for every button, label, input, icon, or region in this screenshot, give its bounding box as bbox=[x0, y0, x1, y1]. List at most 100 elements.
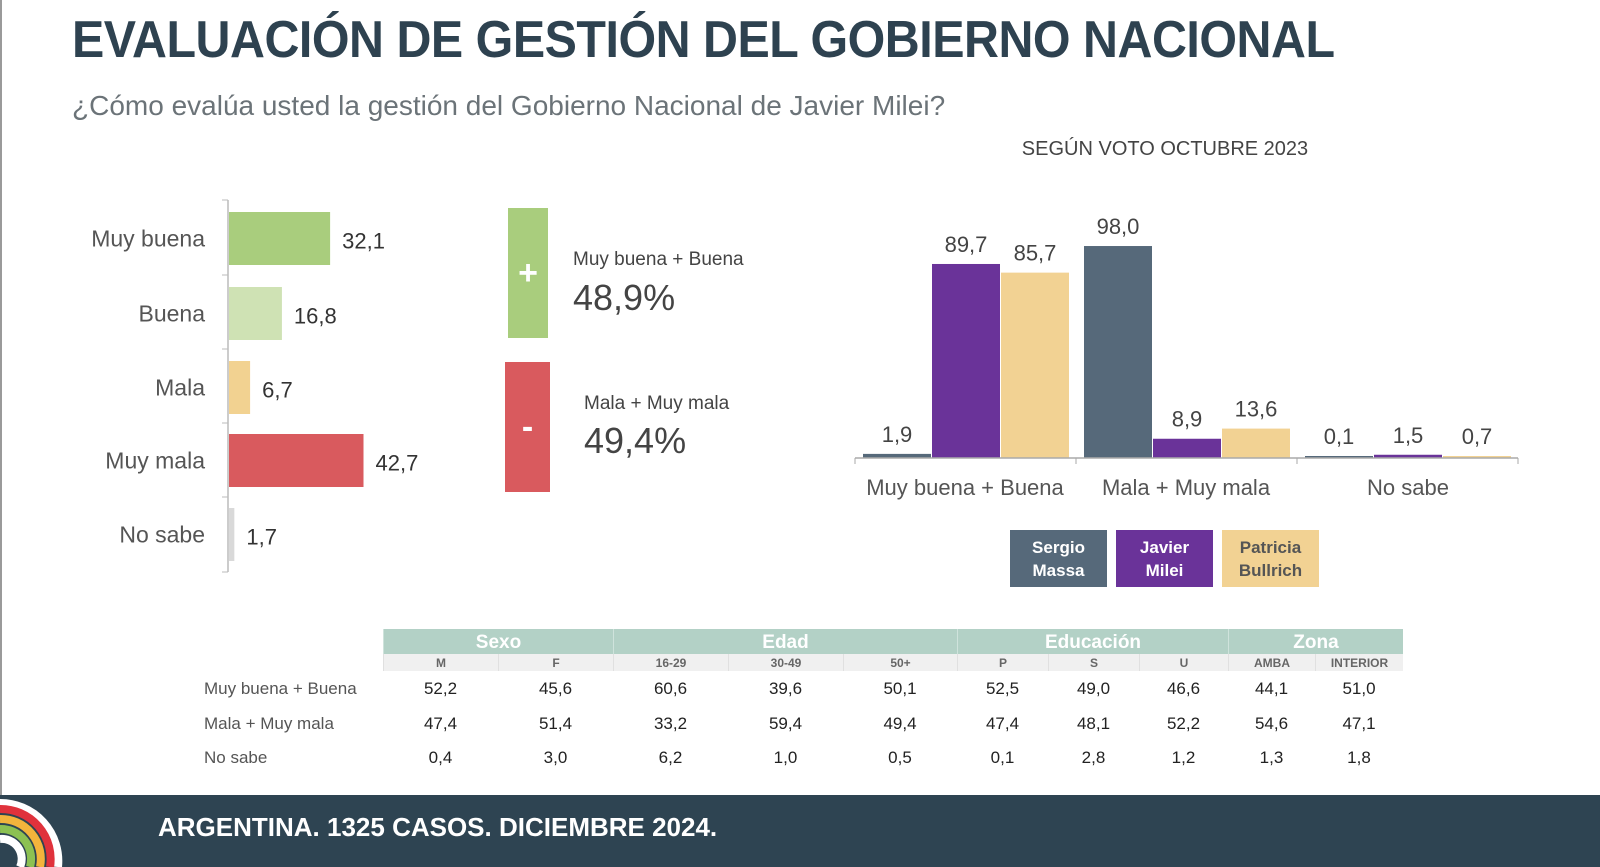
category-label: Muy buena + Buena bbox=[866, 475, 1064, 500]
legend-bullrich: Patricia Bullrich bbox=[1222, 530, 1319, 587]
legend-milei: Javier Milei bbox=[1116, 530, 1213, 587]
vote-bar-chart: 1,9 98,0 0,1 89,7 8,9 1,5 85,7 13,6 0,7 Muy buena… bbox=[854, 214, 1519, 500]
table-cell: 0,4 bbox=[428, 748, 453, 767]
page-subtitle: ¿Cómo evalúa usted la gestión del Gobier… bbox=[72, 90, 946, 121]
table-cell: 47,4 bbox=[423, 714, 458, 733]
table-cell: 1,0 bbox=[773, 748, 798, 767]
column-header: F bbox=[498, 654, 613, 671]
table-cell: 45,6 bbox=[538, 679, 573, 698]
data-label: 0,1 bbox=[1324, 424, 1355, 449]
table-cell: 44,1 bbox=[1254, 679, 1289, 698]
data-label: 1,9 bbox=[882, 422, 913, 447]
column-header: S bbox=[1048, 654, 1139, 671]
plus-icon: + bbox=[508, 208, 548, 338]
bar-massa-2 bbox=[1305, 456, 1373, 458]
table-cell: 50,1 bbox=[883, 679, 917, 698]
bar-muy-buena bbox=[229, 212, 331, 265]
table-cell: 52,2 bbox=[423, 679, 458, 698]
bar-mala bbox=[229, 361, 251, 414]
bar-bullrich-2 bbox=[1443, 456, 1511, 458]
table-cell: 52,2 bbox=[1166, 714, 1201, 733]
category-label: Buena bbox=[138, 301, 205, 327]
table-cell: 1,2 bbox=[1171, 748, 1196, 767]
page-border bbox=[0, 0, 2, 867]
bar-bullrich-1 bbox=[1222, 428, 1290, 458]
bar-buena bbox=[229, 287, 282, 340]
table-cell: 39,6 bbox=[768, 679, 803, 698]
table-cell: 46,6 bbox=[1166, 679, 1201, 698]
positive-label: Muy buena + Buena bbox=[573, 249, 744, 270]
bar-massa-1 bbox=[1084, 246, 1152, 458]
page-title: EVALUACIÓN DE GESTIÓN DEL GOBIERNO NACIO… bbox=[72, 11, 1335, 69]
data-label: 13,6 bbox=[1235, 397, 1278, 422]
positive-value: 48,9% bbox=[573, 277, 676, 318]
table-cell: 1,3 bbox=[1259, 748, 1284, 767]
footer-bar bbox=[0, 795, 1600, 867]
table-cell: 48,1 bbox=[1076, 714, 1111, 733]
table-cell: 60,6 bbox=[653, 679, 688, 698]
category-label: Mala + Muy mala bbox=[1102, 475, 1271, 500]
row-label: Mala + Muy mala bbox=[204, 714, 334, 733]
bar-milei-0 bbox=[932, 263, 1000, 458]
negative-label: Mala + Muy mala bbox=[584, 393, 730, 414]
column-header: 50+ bbox=[843, 654, 957, 671]
data-label: 42,7 bbox=[376, 451, 419, 476]
row-label: No sabe bbox=[204, 748, 268, 767]
bar-bullrich-0 bbox=[1001, 272, 1069, 458]
bar-muy-mala bbox=[229, 434, 364, 487]
bar-massa-0 bbox=[863, 453, 931, 458]
category-label: No sabe bbox=[119, 522, 205, 548]
column-header: 30-49 bbox=[728, 654, 843, 671]
data-label: 1,5 bbox=[1393, 423, 1424, 448]
column-header: M bbox=[383, 654, 498, 671]
data-label: 0,7 bbox=[1462, 424, 1493, 449]
table-cell: 54,6 bbox=[1254, 714, 1289, 733]
data-label: 89,7 bbox=[945, 232, 988, 257]
category-label: Mala bbox=[155, 375, 205, 401]
table-cell: 2,8 bbox=[1081, 748, 1106, 767]
table-cell: 3,0 bbox=[543, 748, 568, 767]
table-cell: 0,1 bbox=[990, 748, 1015, 767]
data-label: 8,9 bbox=[1172, 407, 1203, 432]
table-cell: 51,0 bbox=[1342, 679, 1376, 698]
row-label: Muy buena + Buena bbox=[204, 679, 357, 698]
bar-no-sabe bbox=[229, 508, 235, 561]
data-label: 16,8 bbox=[294, 304, 337, 329]
table-cell: 6,2 bbox=[658, 748, 683, 767]
table-cell: 33,2 bbox=[653, 714, 688, 733]
bar-milei-2 bbox=[1374, 454, 1442, 458]
table-cell: 47,1 bbox=[1342, 714, 1376, 733]
data-label: 98,0 bbox=[1097, 214, 1140, 239]
rainbow-logo-icon bbox=[0, 798, 63, 867]
column-header: 16-29 bbox=[613, 654, 728, 671]
bar-milei-1 bbox=[1153, 438, 1221, 458]
table-cell: 51,4 bbox=[538, 714, 573, 733]
table-cell: 52,5 bbox=[985, 679, 1020, 698]
category-label: Muy buena bbox=[91, 226, 205, 252]
legend-massa: Sergio Massa bbox=[1010, 530, 1107, 587]
table-cell: 47,4 bbox=[985, 714, 1020, 733]
group-header: Edad bbox=[613, 629, 957, 654]
data-label: 1,7 bbox=[246, 525, 277, 550]
table-cell: 49,4 bbox=[883, 714, 917, 733]
table-cell: 0,5 bbox=[888, 748, 912, 767]
column-header: U bbox=[1139, 654, 1228, 671]
group-header: Zona bbox=[1228, 629, 1403, 654]
column-header: INTERIOR bbox=[1315, 654, 1403, 671]
footer-text: ARGENTINA. 1325 CASOS. DICIEMBRE 2024. bbox=[158, 812, 718, 842]
table-cell: 1,8 bbox=[1347, 748, 1371, 767]
minus-icon: - bbox=[505, 362, 550, 492]
group-header: Educación bbox=[957, 629, 1228, 654]
table-cell: 59,4 bbox=[768, 714, 803, 733]
data-label: 32,1 bbox=[342, 229, 385, 254]
category-label: No sabe bbox=[1367, 475, 1449, 500]
vote-chart-title: SEGÚN VOTO OCTUBRE 2023 bbox=[1021, 138, 1309, 160]
group-header: Sexo bbox=[383, 629, 613, 654]
data-label: 85,7 bbox=[1014, 241, 1057, 266]
table-cell: 49,0 bbox=[1076, 679, 1111, 698]
data-label: 6,7 bbox=[262, 378, 293, 403]
column-header: AMBA bbox=[1228, 654, 1315, 671]
rating-bar-chart: Muy buena 32,1 Buena 16,8 Mala 6,7 Muy mala 42,… bbox=[91, 199, 419, 573]
category-label: Muy mala bbox=[105, 448, 205, 474]
negative-value: 49,4% bbox=[584, 420, 687, 461]
